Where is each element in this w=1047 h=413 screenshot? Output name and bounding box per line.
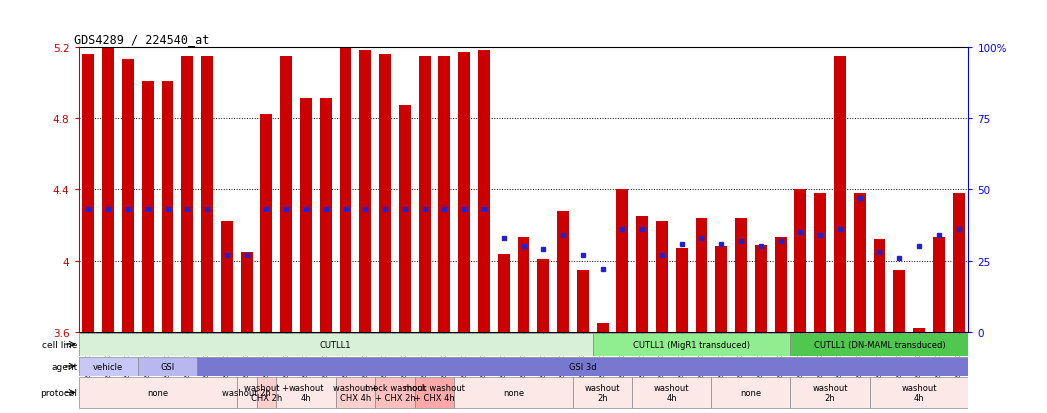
Text: agent: agent xyxy=(51,362,77,370)
Bar xyxy=(339,49,352,332)
Text: none: none xyxy=(740,388,761,397)
Bar xyxy=(241,252,252,332)
Text: none: none xyxy=(503,388,525,397)
Text: CUTLL1: CUTLL1 xyxy=(320,340,352,349)
Bar xyxy=(399,106,410,332)
Bar xyxy=(695,218,708,332)
Bar xyxy=(834,57,846,332)
Bar xyxy=(439,57,450,332)
Bar xyxy=(261,115,272,332)
Text: washout
2h: washout 2h xyxy=(812,383,848,402)
Text: CUTLL1 (DN-MAML transduced): CUTLL1 (DN-MAML transduced) xyxy=(814,340,945,349)
Bar xyxy=(478,51,490,332)
Bar xyxy=(755,245,766,332)
Bar xyxy=(454,377,573,408)
Bar xyxy=(201,57,213,332)
Bar xyxy=(83,55,94,332)
Bar xyxy=(711,377,790,408)
Bar xyxy=(795,190,806,332)
Text: protocol: protocol xyxy=(41,388,77,397)
Text: washout
2h: washout 2h xyxy=(585,383,621,402)
Bar xyxy=(715,247,728,332)
Bar xyxy=(375,377,415,408)
Bar xyxy=(138,357,197,376)
Bar xyxy=(197,357,968,376)
Text: washout 2h: washout 2h xyxy=(222,388,271,397)
Bar xyxy=(853,193,866,332)
Text: vehicle: vehicle xyxy=(93,362,124,370)
Text: washout
4h: washout 4h xyxy=(288,383,324,402)
Bar xyxy=(517,238,530,332)
Bar xyxy=(953,193,964,332)
Text: cell line: cell line xyxy=(42,340,77,349)
Bar xyxy=(257,377,276,408)
Bar xyxy=(319,99,332,332)
Bar xyxy=(379,55,391,332)
Bar xyxy=(913,329,925,332)
Bar xyxy=(870,377,968,408)
Text: washout +
CHX 2h: washout + CHX 2h xyxy=(244,383,289,402)
Bar xyxy=(933,238,944,332)
Bar xyxy=(141,81,154,332)
Bar xyxy=(617,190,628,332)
Bar xyxy=(637,216,648,332)
Text: GSI 3d: GSI 3d xyxy=(569,362,597,370)
Text: washout
4h: washout 4h xyxy=(654,383,690,402)
Bar xyxy=(359,51,372,332)
Bar xyxy=(537,259,550,332)
Bar xyxy=(221,222,232,332)
Bar xyxy=(415,377,454,408)
Bar xyxy=(573,377,632,408)
Text: GSI: GSI xyxy=(160,362,175,370)
Bar xyxy=(181,57,194,332)
Bar xyxy=(281,57,292,332)
Bar xyxy=(79,333,593,356)
Bar xyxy=(873,240,886,332)
Text: washout +
CHX 4h: washout + CHX 4h xyxy=(333,383,378,402)
Bar xyxy=(593,333,790,356)
Bar xyxy=(597,323,608,332)
Bar xyxy=(790,377,870,408)
Bar xyxy=(675,249,688,332)
Bar xyxy=(893,270,906,332)
Bar xyxy=(459,53,470,332)
Text: mock washout
+ CHX 4h: mock washout + CHX 4h xyxy=(404,383,465,402)
Text: none: none xyxy=(147,388,169,397)
Bar xyxy=(632,377,711,408)
Bar xyxy=(79,357,138,376)
Bar xyxy=(790,333,968,356)
Text: washout
4h: washout 4h xyxy=(901,383,937,402)
Text: mock washout
+ CHX 2h: mock washout + CHX 2h xyxy=(364,383,425,402)
Bar xyxy=(497,254,510,332)
Bar xyxy=(336,377,375,408)
Bar xyxy=(276,377,336,408)
Bar xyxy=(577,270,588,332)
Bar xyxy=(300,99,312,332)
Bar xyxy=(161,81,174,332)
Bar xyxy=(419,57,430,332)
Bar xyxy=(557,211,569,332)
Bar xyxy=(103,49,114,332)
Bar xyxy=(656,222,668,332)
Text: CUTLL1 (MigR1 transduced): CUTLL1 (MigR1 transduced) xyxy=(633,340,750,349)
Bar xyxy=(237,377,257,408)
Bar xyxy=(815,193,826,332)
Bar xyxy=(79,377,237,408)
Text: GDS4289 / 224540_at: GDS4289 / 224540_at xyxy=(74,33,209,46)
Bar xyxy=(735,218,747,332)
Bar xyxy=(775,238,786,332)
Bar xyxy=(122,60,134,332)
